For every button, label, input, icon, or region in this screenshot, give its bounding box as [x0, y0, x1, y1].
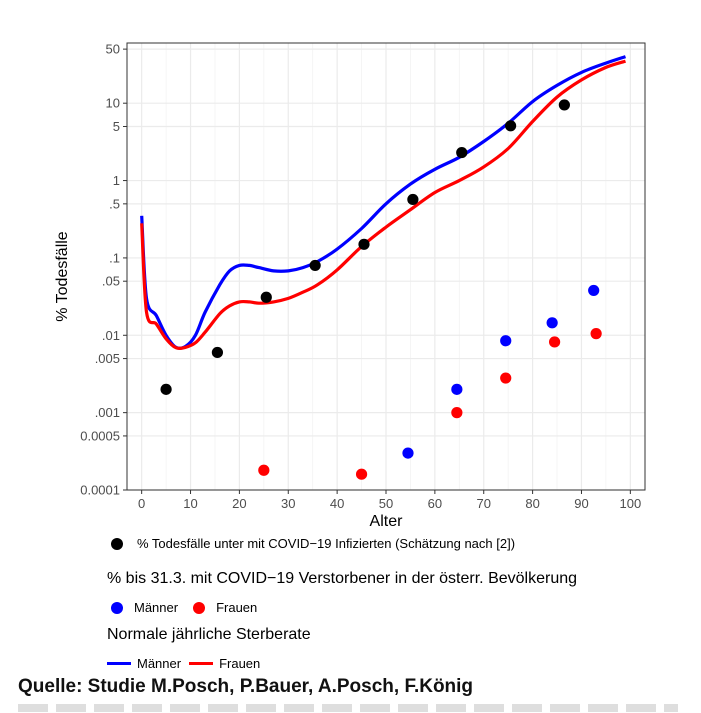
women-covid-point	[451, 407, 463, 419]
legend-entry-infected: % Todesfälle unter mit COVID−19 Infizier…	[111, 536, 515, 551]
infected-point	[309, 259, 321, 272]
infected-point	[558, 99, 570, 111]
y-tick-label: 10	[106, 96, 120, 111]
men-covid-point	[500, 335, 512, 347]
source-caption: Quelle: Studie M.Posch, P.Bauer, A.Posch…	[18, 676, 474, 697]
y-tick-label: .005	[95, 351, 120, 366]
x-axis-ticks: 0 10 20 30 40 50 60 70 80 90 100	[138, 490, 641, 511]
x-tick-label: 0	[138, 496, 145, 511]
men-covid-point	[451, 383, 463, 395]
legend-group2-men-label: Männer	[134, 600, 179, 615]
legend-group3-title: Normale jährliche Sterberate	[107, 626, 311, 643]
y-axis-title: % Todesfälle	[54, 231, 71, 322]
y-tick-label: 5	[113, 119, 120, 134]
x-tick-label: 70	[477, 496, 491, 511]
infected-point	[505, 120, 517, 132]
legend-blue-dot	[111, 601, 123, 614]
infected-point	[456, 146, 468, 159]
x-tick-label: 90	[574, 496, 588, 511]
infected-point	[211, 346, 224, 359]
legend-group2-women-label: Frauen	[216, 600, 258, 615]
legend-entry-infected-label: % Todesfälle unter mit COVID−19 Infizier…	[137, 536, 516, 551]
legend-group3-men-label: Männer	[137, 656, 182, 671]
legend-black-dot	[111, 537, 123, 550]
x-tick-label: 10	[183, 496, 197, 511]
women-covid-point	[355, 468, 368, 480]
men-covid-point	[546, 317, 558, 329]
y-tick-label: 0.0001	[80, 483, 120, 498]
legend-red-dot	[193, 601, 206, 614]
legend-group2-title: % bis 31.3. mit COVID−19 Verstorbener in…	[107, 570, 578, 587]
women-covid-point	[500, 372, 512, 384]
y-tick-label: .1	[109, 250, 120, 265]
x-axis-title: Alter	[370, 513, 404, 530]
infected-point	[260, 291, 272, 303]
infected-point	[358, 238, 370, 250]
men-covid-point	[588, 284, 600, 297]
legend-group3-entries: Männer Frauen	[107, 656, 260, 671]
x-tick-label: 50	[379, 496, 393, 511]
chart: 0 10 20 30 40 50 60 70 80 90 100 0.0001 0.0005 .001.…	[54, 42, 646, 530]
x-tick-label: 100	[619, 496, 641, 511]
y-tick-label: 1	[113, 173, 120, 188]
legend-blue-line	[107, 662, 131, 665]
x-tick-label: 80	[525, 496, 539, 511]
y-tick-label: 0.0005	[80, 428, 120, 443]
women-covid-point	[258, 464, 270, 476]
y-tick-label: .5	[109, 196, 120, 211]
data-points	[160, 99, 602, 480]
infected-point	[160, 383, 172, 395]
women-mortality-curve	[140, 59, 627, 351]
legend-group2-entries: Männer Frauen	[111, 600, 257, 615]
cut-off-caption-line	[18, 704, 678, 712]
x-tick-label: 30	[281, 496, 295, 511]
y-tick-label: .01	[102, 328, 120, 343]
infected-point	[407, 193, 419, 206]
x-tick-label: 20	[232, 496, 246, 511]
y-tick-label: .05	[102, 274, 120, 289]
legend-red-line	[189, 662, 214, 665]
women-covid-point	[548, 336, 561, 348]
men-covid-point	[402, 447, 414, 459]
x-tick-label: 60	[428, 496, 442, 511]
y-tick-label: 50	[106, 42, 120, 57]
y-tick-label: .001	[95, 405, 120, 420]
legend-group3-women-label: Frauen	[219, 656, 261, 671]
women-covid-point	[590, 328, 602, 340]
x-tick-label: 40	[330, 496, 344, 511]
y-axis-ticks: 0.0001 0.0005 .001 .005 .01 .05 .1 .5 1 5 10 50	[80, 42, 127, 498]
